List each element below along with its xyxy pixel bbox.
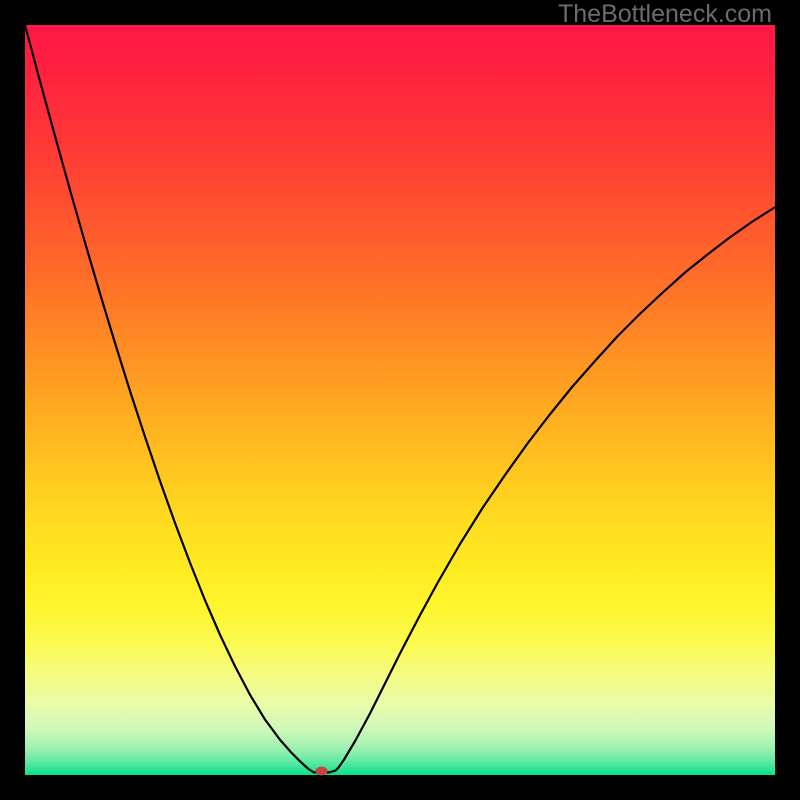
minimum-marker: [316, 767, 328, 776]
bottleneck-curve-plot: [0, 0, 800, 800]
gradient-background: [25, 25, 775, 775]
chart-frame: TheBottleneck.com: [0, 0, 800, 800]
